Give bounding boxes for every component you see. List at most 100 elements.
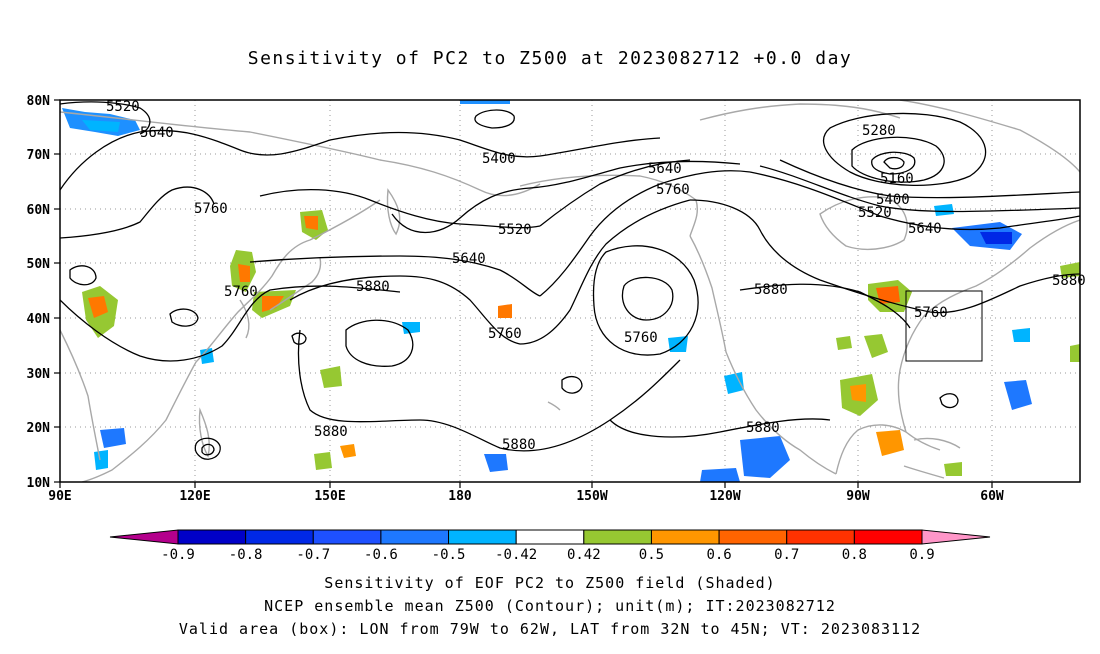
colorbar-segment: [515, 529, 585, 545]
colorbar-segment: [312, 529, 382, 545]
shade-blob: [980, 232, 1012, 244]
contour-5400-low: [391, 160, 741, 234]
lon-tick-label: 60W: [980, 489, 1004, 504]
shade-blob: [836, 336, 852, 350]
shade-blob: [484, 454, 508, 472]
contour-label: 5400: [482, 151, 516, 167]
shade-blob: [94, 450, 108, 470]
coast-greenland: [899, 100, 1080, 173]
coast-arctic: [699, 103, 901, 121]
coast-hawaii: [547, 401, 561, 411]
contour-label: 5880: [746, 420, 780, 436]
colorbar-label: 0.8: [842, 547, 867, 563]
contour-label: 5880: [502, 437, 536, 453]
coast-philippines: [198, 407, 210, 458]
colorbar-label: 0.6: [706, 547, 731, 563]
shade-blob: [876, 430, 904, 456]
colorbar-label: -0.42: [495, 547, 537, 563]
contour-5520-west: [60, 101, 151, 135]
coast-asia-east: [81, 199, 381, 482]
lon-axis-labels: 90E 120E 150E 180 150W 120W 90W 60W: [48, 489, 1004, 504]
contour-5520-pac: [259, 188, 541, 229]
colorbar-label: -0.9: [161, 547, 195, 563]
coastlines: [60, 100, 1080, 482]
lat-tick-label: 80N: [27, 94, 51, 109]
colorbar-segment: [853, 529, 923, 545]
contour-5520-na: [759, 165, 1080, 213]
shade-blob: [700, 468, 740, 482]
lat-tick-label: 60N: [27, 203, 51, 218]
colorbar-segment: [650, 529, 720, 545]
contour-low-core2: [883, 156, 905, 170]
lon-tick-label: 120E: [179, 489, 210, 504]
lat-tick-label: 10N: [27, 476, 51, 491]
coast-asia-north: [60, 111, 541, 197]
coast-na-west: [689, 235, 837, 475]
colorbar-label: -0.6: [364, 547, 398, 563]
contour-5640-west: [60, 129, 331, 191]
contour-west-small2: [69, 265, 97, 286]
contour-cutoff-low-inner: [621, 276, 674, 321]
footer-line-1: Sensitivity of EOF PC2 to Z500 field (Sh…: [324, 574, 776, 592]
colorbar-segment: [245, 529, 314, 545]
colorbar-low-triangle: [109, 529, 179, 545]
contour-5880-inner: [345, 319, 414, 367]
shade-blob: [320, 366, 342, 388]
contour-5760-pac: [289, 199, 691, 345]
contour-typhoon-core: [201, 443, 215, 456]
shade-blob: [100, 428, 126, 448]
shade-blob: [724, 372, 744, 394]
shade-blob: [460, 100, 510, 104]
coast-na-gulf: [835, 424, 941, 475]
coast-na-east: [897, 219, 1080, 433]
contour-5880-pac: [297, 329, 681, 452]
contour-5400-na: [779, 159, 1080, 199]
contour-label: 5160: [880, 171, 914, 187]
contour-5760-west: [60, 186, 215, 239]
contour-5280-ring: [822, 112, 987, 186]
contour-label: 5880: [754, 282, 788, 298]
colorbar-segment: [718, 529, 788, 545]
shade-blob: [740, 436, 790, 478]
colorbar-label: 0.42: [567, 547, 601, 563]
contour-label: 5880: [1052, 273, 1086, 289]
contour-label: 5760: [224, 284, 258, 300]
valid-area-box: [905, 290, 983, 362]
contour-label: 5400: [876, 192, 910, 208]
contour-5160-ring: [851, 136, 945, 183]
shade-blob: [340, 444, 356, 458]
contour-label: 5880: [356, 279, 390, 295]
coast-hudson: [819, 196, 908, 251]
contour-cutoff-low-outer: [592, 245, 699, 356]
contour-small-ring1: [291, 332, 307, 345]
coast-korea: [239, 299, 250, 339]
contour-label: 5280: [862, 123, 896, 139]
contour-small-arctic: [474, 109, 515, 129]
contour-5400-pac: [329, 131, 661, 158]
lat-axis-labels: 80N 70N 60N 50N 40N 30N 20N 10N: [27, 94, 51, 491]
contour-label: 5520: [498, 222, 532, 238]
contour-small-ring3: [939, 393, 959, 409]
contour-label: 5760: [488, 326, 522, 342]
colorbar-segment: [583, 529, 652, 545]
shade-blob: [1012, 328, 1030, 342]
coast-japan: [269, 257, 322, 311]
colorbar-segment: [448, 529, 517, 545]
contour-label: 5640: [452, 251, 486, 267]
colorbar-label: 0.9: [909, 547, 934, 563]
contour-west-small: [169, 308, 199, 327]
coast-india: [60, 329, 101, 461]
footer-line-3: Valid area (box): LON from 79W to 62W, L…: [178, 620, 922, 638]
colorbar-high-triangle: [921, 529, 991, 545]
lon-tick-label: 90E: [48, 489, 71, 504]
shade-blob: [88, 296, 108, 318]
coast-cuba: [913, 437, 961, 449]
contour-5880-na: [739, 283, 911, 329]
contour-label: 5760: [656, 182, 690, 198]
shade-blob: [850, 384, 866, 402]
colorbar-label: -0.7: [296, 547, 330, 563]
lon-tick-label: 90W: [846, 489, 870, 504]
shade-blob: [934, 204, 954, 216]
contour-5640-pac: [249, 255, 541, 297]
contour-5880-hawaii: [609, 418, 831, 438]
